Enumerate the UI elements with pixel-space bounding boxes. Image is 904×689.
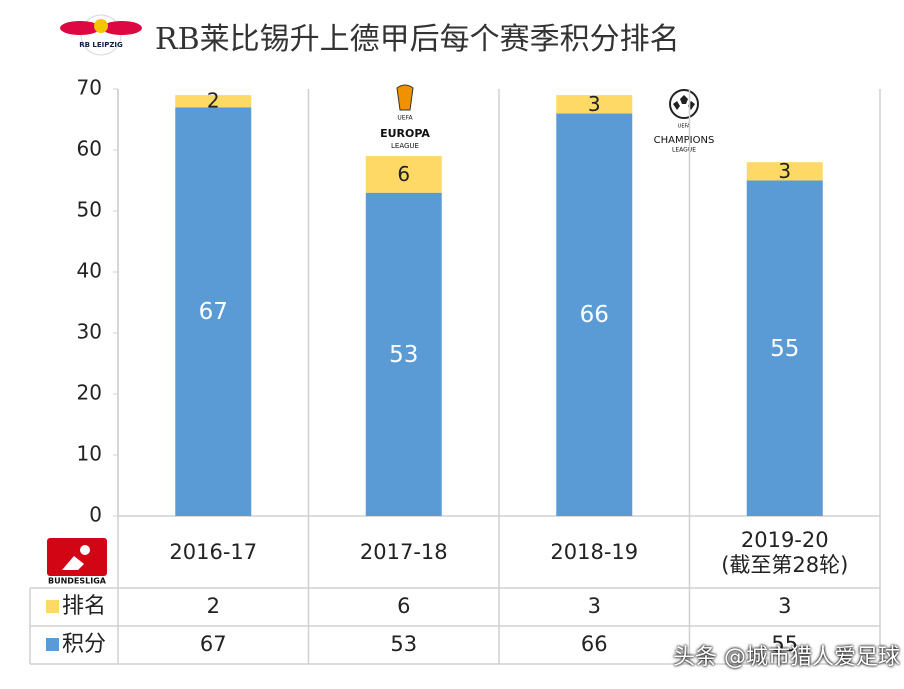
bar-segment: [175, 95, 252, 108]
data-label: 55: [770, 336, 799, 362]
table-value: 6: [397, 594, 411, 619]
logo-text: LEAGUE: [391, 142, 419, 150]
league-logo: BUNDESLIGA: [47, 538, 107, 586]
watermark: 头条 @城市猎人爱足球: [673, 644, 900, 670]
y-tick-label: 10: [77, 442, 102, 466]
y-tick-label: 20: [77, 381, 102, 405]
europa-logo: UEFA EUROPA LEAGUE: [380, 84, 430, 150]
table-value: 2: [206, 594, 220, 619]
y-tick-label: 60: [77, 137, 102, 161]
data-label: 66: [580, 302, 609, 328]
table-value: 3: [587, 594, 601, 619]
logo-text: LEAGUE: [672, 147, 696, 154]
y-tick-label: 0: [89, 503, 102, 527]
legend-label: 积分: [62, 631, 107, 657]
logo-text: UEFA: [397, 115, 413, 122]
y-tick-label: 40: [77, 259, 102, 283]
logo-text: BUNDESLIGA: [48, 577, 107, 586]
logo-text: UEFA: [678, 124, 691, 130]
data-label: 2: [207, 89, 220, 113]
y-tick-label: 70: [77, 76, 102, 100]
bar-segment: [556, 95, 633, 114]
bar-segment: [746, 180, 823, 516]
legend-label: 排名: [62, 593, 107, 619]
bar-segment: [365, 192, 442, 516]
table-value: 53: [390, 632, 418, 657]
bar-segment: [175, 107, 252, 517]
y-tick-label: 50: [77, 198, 102, 222]
legend-key: [46, 600, 59, 613]
table-value: 55: [771, 632, 799, 657]
logo-text: EUROPA: [380, 127, 430, 140]
club-logo-text: RB LEIPZIG: [79, 41, 123, 49]
data-label: 6: [397, 162, 410, 186]
chart-title: RB莱比锡升上德甲后每个赛季积分排名: [155, 22, 680, 57]
y-tick-label: 30: [77, 320, 102, 344]
table-category: 2017-18: [359, 540, 448, 565]
table-value: 66: [580, 632, 608, 657]
data-label: 53: [389, 342, 418, 368]
bar-segment: [556, 113, 633, 517]
legend-key: [46, 638, 59, 651]
data-label: 3: [778, 159, 791, 183]
table-category: 2018-19: [550, 540, 639, 565]
data-label: 3: [588, 92, 601, 116]
logo-text: CHAMPIONS: [654, 135, 715, 146]
table-category: 2019-20 (截至第28轮): [721, 527, 849, 577]
data-label: 67: [199, 299, 228, 325]
table-category: 2016-17: [169, 540, 258, 565]
table-value: 3: [778, 594, 792, 619]
table-value: 67: [199, 632, 227, 657]
bar-segment: [746, 162, 823, 181]
club-logo: RB LEIPZIG: [60, 14, 142, 56]
bar-segment: [365, 156, 442, 193]
